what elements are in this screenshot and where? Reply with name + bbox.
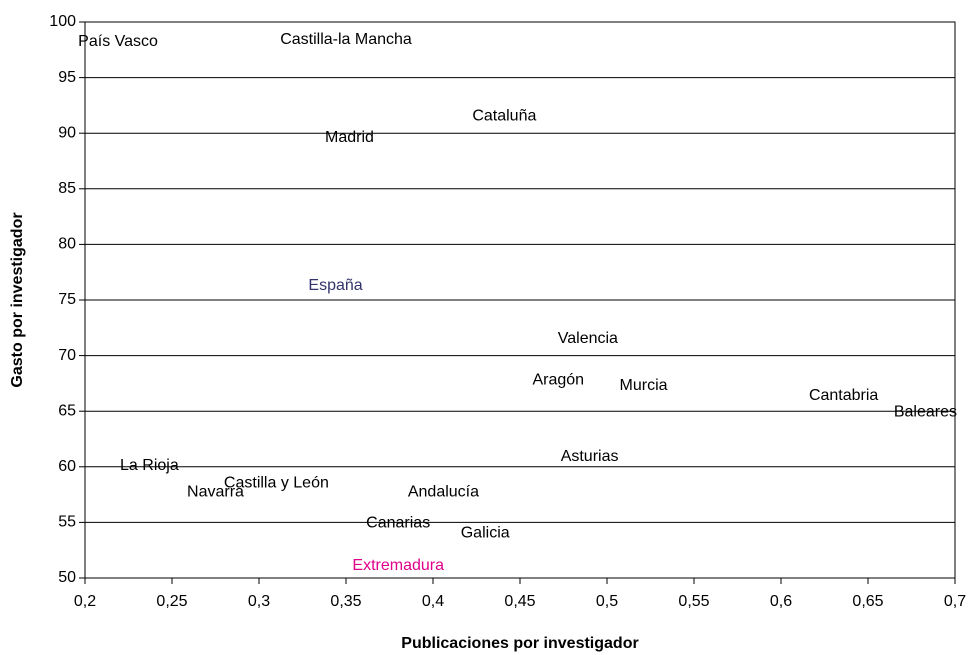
- x-tick-label: 0,35: [330, 593, 361, 610]
- x-tick-label: 0,2: [74, 593, 96, 610]
- y-tick-label: 60: [58, 458, 76, 475]
- point-label: Galicia: [461, 525, 510, 542]
- x-tick-label: 0,7: [944, 593, 966, 610]
- x-tick-label: 0,3: [248, 593, 270, 610]
- x-tick-label: 0,5: [596, 593, 618, 610]
- x-tick-label: 0,4: [422, 593, 444, 610]
- point-label: Canarias: [366, 515, 430, 532]
- y-tick-label: 100: [49, 13, 76, 30]
- y-tick-label: 50: [58, 569, 76, 586]
- point-label: Valencia: [558, 330, 618, 347]
- x-tick-label: 0,6: [770, 593, 792, 610]
- point-label: Castilla y León: [224, 475, 329, 492]
- y-tick-label: 85: [58, 180, 76, 197]
- y-tick-label: 70: [58, 347, 76, 364]
- point-label: Cataluña: [472, 108, 536, 125]
- point-label: La Rioja: [120, 457, 179, 474]
- x-tick-label: 0,65: [852, 593, 883, 610]
- y-axis-title: Gasto por investigador: [9, 212, 26, 387]
- y-tick-label: 65: [58, 402, 76, 419]
- x-tick-label: 0,45: [504, 593, 535, 610]
- y-tick-label: 55: [58, 514, 76, 531]
- y-tick-label: 75: [58, 291, 76, 308]
- point-label: Andalucía: [408, 484, 479, 501]
- point-label: Navarra: [187, 484, 244, 501]
- y-tick-label: 90: [58, 124, 76, 141]
- x-tick-label: 0,25: [156, 593, 187, 610]
- point-label: País Vasco: [78, 33, 158, 50]
- point-label: Murcia: [620, 377, 668, 394]
- y-tick-label: 95: [58, 69, 76, 86]
- x-tick-label: 0,55: [678, 593, 709, 610]
- point-label: Castilla-la Mancha: [280, 31, 412, 48]
- point-label: España: [308, 277, 362, 294]
- point-label: Aragón: [532, 371, 584, 388]
- point-label: Asturias: [561, 448, 619, 465]
- y-tick-label: 80: [58, 236, 76, 253]
- point-label: Extremadura: [352, 557, 444, 574]
- x-axis-title: Publicaciones por investigador: [401, 635, 638, 652]
- point-label: Madrid: [325, 129, 374, 146]
- point-label: Cantabria: [809, 387, 878, 404]
- plot-frame: [84, 21, 956, 579]
- point-label: Baleares: [894, 404, 957, 421]
